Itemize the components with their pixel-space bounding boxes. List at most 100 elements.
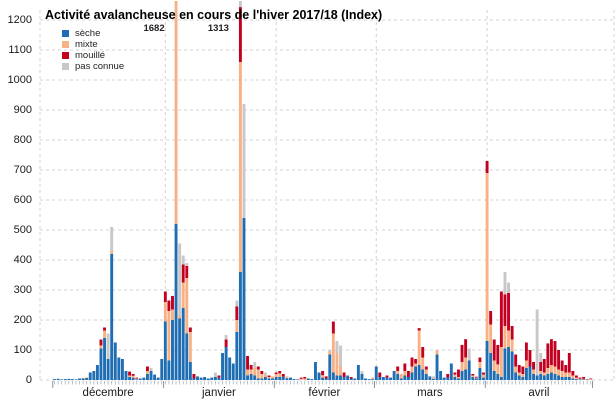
bar-segment-mixte [549, 365, 553, 373]
bar-segment-pas connue [467, 348, 471, 361]
bar-segment-sèche [499, 377, 503, 380]
bar-segment-mixte [524, 360, 528, 368]
bar-segment-mixte [589, 379, 593, 380]
bar-segment-sèche [414, 366, 418, 380]
bar-segment-sèche [428, 376, 432, 380]
bar-segment-mixte [435, 350, 439, 355]
bar-segment-sèche [135, 379, 139, 380]
bar-segment-sèche [356, 365, 360, 380]
bar-segment-sèche [417, 365, 421, 380]
bar-segment-sèche [367, 379, 371, 380]
bar-segment-sèche [582, 379, 586, 380]
bar-segment-sèche [567, 377, 571, 380]
bar-segment-mixte [335, 353, 339, 376]
bar-segment-sèche [56, 378, 60, 380]
bar-segment-pas connue [178, 243, 182, 316]
bar-segment-mixte [249, 369, 253, 374]
bar-segment-sèche [410, 372, 414, 380]
bar-segment-mixte [85, 377, 89, 378]
y-tick-label: 200 [13, 313, 32, 326]
month-label-décembre: décembre [82, 387, 134, 399]
bar-segment-sèche [285, 378, 289, 380]
bar-segment-pas connue [360, 371, 364, 374]
bar-segment-mixte [514, 366, 518, 373]
bar-segment-pas connue [242, 104, 246, 218]
month-label-avril: avril [528, 387, 550, 399]
bar-segment-sèche [171, 320, 174, 380]
bar-segment-sèche [342, 377, 346, 380]
bar-segment-mouillé [135, 377, 139, 379]
bar-segment-sèche [63, 379, 67, 380]
bar-segment-mixte [464, 357, 468, 370]
gridlines-vertical [39, 10, 615, 380]
bar-segment-mouillé [188, 327, 192, 332]
bar-segment-pas connue [185, 263, 189, 266]
bar-segment-sèche [289, 377, 292, 380]
bar-segment-mouillé [303, 377, 307, 379]
bar-segment-sèche [446, 377, 450, 380]
bar-segment-mouillé [492, 339, 496, 361]
bar-segment-mouillé [171, 296, 174, 310]
bar-segment-mouillé [278, 371, 282, 374]
legend-label-mouille: mouillé [75, 50, 106, 61]
bar-segment-sèche [199, 377, 203, 380]
bar-segment-sèche [539, 374, 543, 380]
y-tick-label: 700 [13, 163, 32, 176]
bar-segment-mixte [424, 369, 428, 374]
bar-segment-mixte [557, 369, 561, 376]
bar-segment-sèche [99, 348, 103, 380]
bar-segment-pas connue [539, 353, 543, 362]
bar-segment-sèche [553, 374, 557, 380]
bar-segment-mixte [128, 375, 132, 377]
bar-segment-mixte [410, 366, 414, 373]
bar-segment-sèche [274, 377, 278, 380]
bar-segment-mixte [246, 369, 249, 376]
bar-segment-mouillé [103, 327, 106, 331]
bar-segment-mouillé [510, 326, 514, 340]
bar-segment-sèche [53, 379, 56, 380]
bar-segment-sèche [485, 341, 489, 380]
bar-segment-sèche [432, 378, 435, 380]
bar-segment-mouillé [146, 366, 149, 371]
bar-segment-pas connue [535, 309, 539, 376]
bar-segment-sèche [213, 377, 217, 380]
bar-segment-sèche [306, 378, 310, 380]
bar-segment-sèche [442, 377, 446, 380]
bar-segment-sèche [138, 378, 142, 380]
bar-segment-sèche [389, 377, 392, 380]
bar-segment-sèche [564, 377, 568, 380]
bar-segment-mixte [267, 377, 271, 379]
bar-segment-pas connue [432, 376, 435, 378]
bar-segment-sèche [238, 272, 242, 380]
annotation-1313: 1313 [207, 23, 229, 34]
bar-segment-sèche [178, 318, 182, 380]
bar-segment-sèche [235, 332, 239, 380]
bar-segment-sèche [374, 366, 378, 380]
bar-segment-mouillé [446, 374, 450, 378]
bar-segment-mouillé [414, 359, 418, 364]
bar-segment-mouillé [349, 377, 353, 379]
bar-segment-sèche [271, 378, 275, 380]
bar-segment-mouillé [507, 293, 510, 331]
bar-segment-mouillé [567, 353, 571, 373]
month-label-janvier: janvier [201, 387, 236, 399]
bar-segment-sèche [471, 377, 475, 380]
bar-segment-mixte [396, 371, 400, 374]
bar-segment-sèche [203, 377, 207, 380]
bar-segment-mouillé [224, 339, 228, 347]
x-axis-ticks [52, 381, 594, 388]
bar-segment-sèche [156, 377, 160, 380]
bar-segment-sèche [106, 359, 110, 380]
bar-segment-sèche [263, 377, 267, 380]
bar-segment-mixte [99, 345, 103, 349]
bar-segment-mixte [553, 366, 557, 374]
bar-segment-sèche [489, 353, 493, 380]
bar-segment-sèche [396, 374, 400, 380]
bar-segment-mixte [285, 376, 289, 379]
bar-segment-mouillé [274, 372, 278, 374]
bar-segment-mouillé [321, 371, 325, 376]
bar-segment-mixte [578, 378, 582, 380]
bar-segment-sèche [460, 371, 464, 380]
bar-segment-mixte [299, 378, 303, 380]
bar-segment-pas connue [335, 341, 339, 353]
